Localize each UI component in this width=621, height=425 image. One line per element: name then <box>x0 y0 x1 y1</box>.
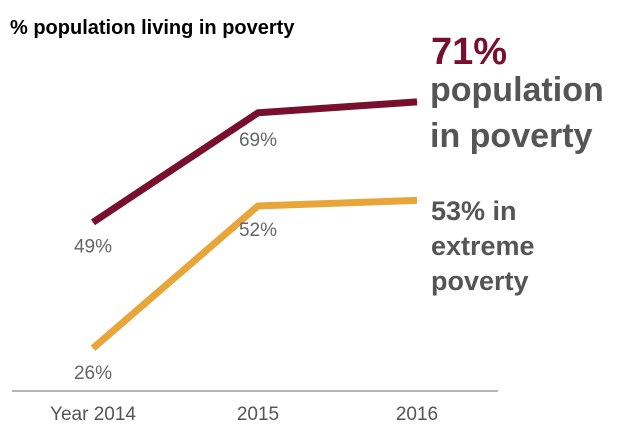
data-label: 26% <box>74 363 112 384</box>
data-label: 69% <box>239 130 277 151</box>
end-label-line: population <box>430 71 604 109</box>
data-label: 52% <box>239 220 277 241</box>
data-point <box>416 199 418 201</box>
chart-title: % population living in poverty <box>10 17 295 39</box>
data-point <box>257 205 259 207</box>
end-label-line: extreme <box>431 231 535 261</box>
x-tick-layer: Year 2014 2015 2016 <box>50 404 438 425</box>
data-point <box>416 101 418 103</box>
data-label: 49% <box>74 236 112 257</box>
series-layer <box>90 98 418 351</box>
label-layer: 49% 69% 26% 52% 71%population in poverty 53% i… <box>74 31 604 384</box>
data-point <box>92 221 94 223</box>
x-tick-label: 2016 <box>396 404 438 425</box>
end-label-line: 53% in <box>431 196 517 226</box>
data-point <box>92 347 94 349</box>
data-point <box>257 112 259 114</box>
x-tick-label: 2015 <box>237 404 279 425</box>
end-label-line: poverty <box>431 266 529 296</box>
end-label-value: 71% <box>431 31 507 73</box>
x-tick-label: Year 2014 <box>50 404 136 425</box>
end-label-line: in poverty <box>430 117 593 155</box>
